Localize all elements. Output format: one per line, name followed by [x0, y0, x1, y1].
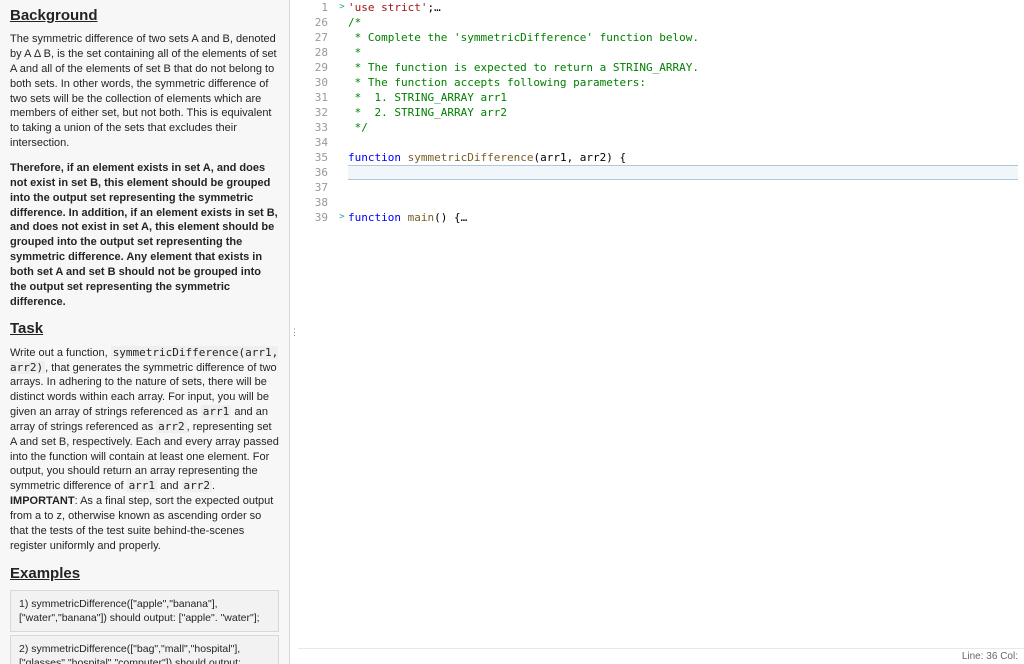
- fold-toggle-icon[interactable]: >: [336, 0, 348, 15]
- line-number: 31: [298, 90, 336, 105]
- code-line[interactable]: 29 * The function is expected to return …: [298, 60, 1024, 75]
- line-number: 28: [298, 45, 336, 60]
- background-p2-bold: Therefore, if an element exists in set A…: [10, 162, 278, 308]
- code-source[interactable]: /*: [348, 15, 361, 30]
- line-number: 26: [298, 15, 336, 30]
- code-source[interactable]: function symmetricDifference(arr1, arr2)…: [348, 150, 626, 165]
- examples-heading: Examples: [10, 564, 279, 584]
- line-number: 34: [298, 135, 336, 150]
- app-root: Background The symmetric difference of t…: [0, 0, 1024, 664]
- code-line[interactable]: 27 * Complete the 'symmetricDifference' …: [298, 30, 1024, 45]
- code-line[interactable]: 39>function main() {…: [298, 210, 1024, 225]
- example-item: 1) symmetricDifference(["apple","banana"…: [10, 590, 279, 632]
- task-text: and: [157, 480, 181, 492]
- examples-list: 1) symmetricDifference(["apple","banana"…: [10, 590, 279, 664]
- line-number: 29: [298, 60, 336, 75]
- code-line[interactable]: 34: [298, 135, 1024, 150]
- code-line[interactable]: 38: [298, 195, 1024, 210]
- line-number: 27: [298, 30, 336, 45]
- code-source[interactable]: * The function accepts following paramet…: [348, 75, 646, 90]
- line-number: 36: [298, 165, 336, 180]
- code-line[interactable]: 28 *: [298, 45, 1024, 60]
- line-number: 32: [298, 105, 336, 120]
- line-number: 37: [298, 180, 336, 195]
- arr2-code-2: arr2: [182, 479, 213, 492]
- arr1-code: arr1: [201, 405, 232, 418]
- arr2-code: arr2: [156, 420, 187, 433]
- code-line[interactable]: 37: [298, 180, 1024, 195]
- code-source[interactable]: * Complete the 'symmetricDifference' fun…: [348, 30, 699, 45]
- background-p2: Therefore, if an element exists in set A…: [10, 161, 279, 309]
- status-bar: Line: 36 Col:: [298, 648, 1024, 664]
- task-body: Write out a function, symmetricDifferenc…: [10, 346, 279, 554]
- example-item: 2) symmetricDifference(["bag","mall","ho…: [10, 635, 279, 664]
- task-heading: Task: [10, 319, 279, 339]
- task-text: Write out a function,: [10, 347, 111, 359]
- code-line[interactable]: 36: [298, 165, 1024, 180]
- task-text: .: [212, 480, 215, 492]
- arr1-code-2: arr1: [127, 479, 158, 492]
- code-line[interactable]: 30 * The function accepts following para…: [298, 75, 1024, 90]
- code-line[interactable]: 35 function symmetricDifference(arr1, arr…: [298, 150, 1024, 165]
- status-line-label: Line:: [962, 651, 984, 662]
- status-line: 36: [986, 651, 997, 662]
- fold-toggle-icon[interactable]: >: [336, 210, 348, 225]
- background-heading: Background: [10, 6, 279, 26]
- code-source[interactable]: 'use strict';…: [348, 0, 441, 15]
- code-line[interactable]: 32 * 2. STRING_ARRAY arr2: [298, 105, 1024, 120]
- code-source[interactable]: *: [348, 45, 361, 60]
- code-line[interactable]: 31 * 1. STRING_ARRAY arr1: [298, 90, 1024, 105]
- code-source[interactable]: * 1. STRING_ARRAY arr1: [348, 90, 507, 105]
- code-editor[interactable]: 1>'use strict';…26/*27 * Complete the 's…: [298, 0, 1024, 648]
- pane-resize-handle[interactable]: ⋮: [290, 0, 298, 664]
- code-line[interactable]: 33 */: [298, 120, 1024, 135]
- code-source[interactable]: */: [348, 120, 368, 135]
- code-editor-pane: 1>'use strict';…26/*27 * Complete the 's…: [298, 0, 1024, 664]
- code-line[interactable]: 1>'use strict';…: [298, 0, 1024, 15]
- important-label: IMPORTANT: [10, 495, 75, 507]
- line-number: 30: [298, 75, 336, 90]
- line-number: 38: [298, 195, 336, 210]
- problem-sidebar: Background The symmetric difference of t…: [0, 0, 290, 664]
- line-number: 39: [298, 210, 336, 225]
- code-source[interactable]: * The function is expected to return a S…: [348, 60, 699, 75]
- line-number: 33: [298, 120, 336, 135]
- line-number: 1: [298, 0, 336, 15]
- code-source[interactable]: function main() {…: [348, 210, 467, 225]
- code-source[interactable]: * 2. STRING_ARRAY arr2: [348, 105, 507, 120]
- background-p1: The symmetric difference of two sets A a…: [10, 32, 279, 151]
- code-source[interactable]: [348, 165, 1018, 180]
- line-number: 35: [298, 150, 336, 165]
- code-line[interactable]: 26 /*: [298, 15, 1024, 30]
- status-col-label: Col:: [1000, 651, 1018, 662]
